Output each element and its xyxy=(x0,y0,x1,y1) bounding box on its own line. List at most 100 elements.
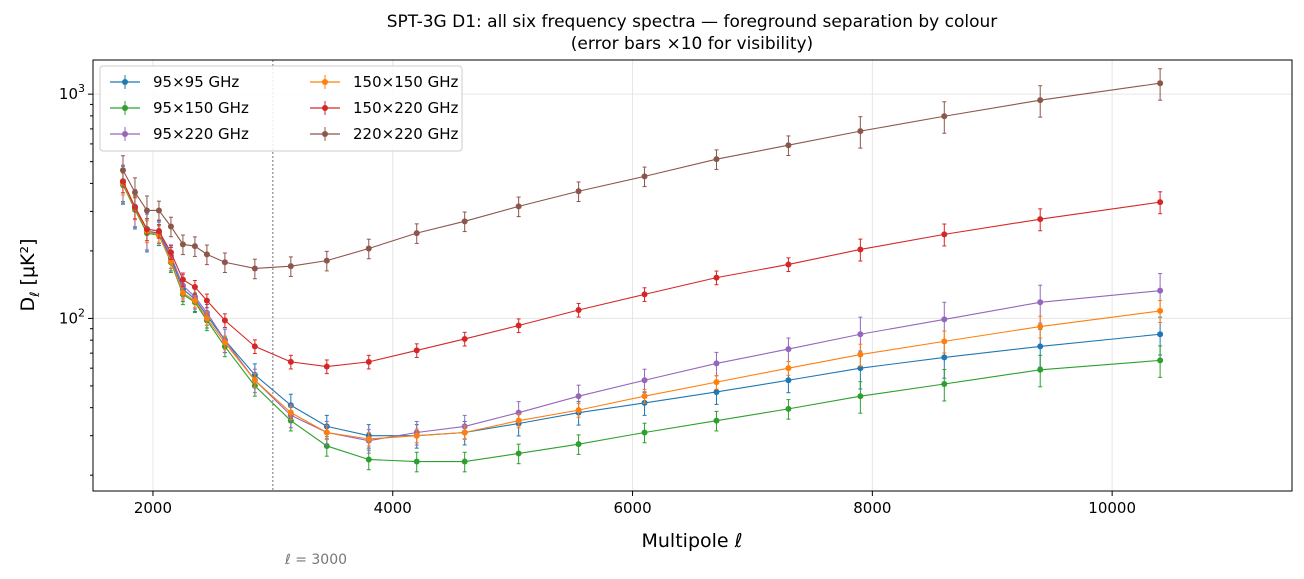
data-point xyxy=(941,113,948,120)
legend-label: 95×150 GHz xyxy=(153,99,249,117)
data-point xyxy=(365,358,372,365)
data-point xyxy=(857,331,864,338)
series-line xyxy=(122,183,1161,440)
data-point xyxy=(1037,343,1044,350)
data-point xyxy=(857,128,864,135)
data-point xyxy=(155,228,162,235)
data-point xyxy=(785,365,792,372)
data-point xyxy=(575,441,582,448)
data-point xyxy=(857,393,864,400)
legend-label: 150×220 GHz xyxy=(353,99,459,117)
data-point xyxy=(641,393,648,400)
data-point xyxy=(515,417,522,424)
data-point xyxy=(323,429,330,436)
data-point xyxy=(251,265,258,272)
data-point xyxy=(575,307,582,314)
data-point xyxy=(191,297,198,304)
series-line xyxy=(122,184,1161,463)
chart-subtitle: (error bars ×10 for visibility) xyxy=(571,34,813,54)
series-150-150-GHz xyxy=(119,172,1164,447)
data-point xyxy=(191,284,198,291)
y-tick-label: 103 xyxy=(59,82,85,103)
data-point xyxy=(143,207,150,214)
series-line xyxy=(122,183,1161,437)
data-point xyxy=(1157,331,1164,338)
data-point xyxy=(785,377,792,384)
data-point xyxy=(179,276,186,283)
series-group xyxy=(119,68,1164,473)
data-point xyxy=(1157,80,1164,87)
data-point xyxy=(287,263,294,270)
data-point xyxy=(1157,307,1164,314)
data-point xyxy=(167,223,174,230)
data-point xyxy=(515,322,522,329)
data-point xyxy=(1037,97,1044,104)
data-point xyxy=(365,456,372,463)
legend-label: 220×220 GHz xyxy=(353,125,459,143)
data-point xyxy=(287,358,294,365)
data-point xyxy=(713,274,720,281)
series-line xyxy=(122,82,1161,270)
data-point xyxy=(785,405,792,412)
data-point xyxy=(413,458,420,465)
data-point xyxy=(413,347,420,354)
data-point xyxy=(221,259,228,266)
data-point xyxy=(857,365,864,372)
data-point xyxy=(119,167,126,174)
legend-label: 95×95 GHz xyxy=(153,73,239,91)
data-point xyxy=(461,335,468,342)
data-point xyxy=(365,435,372,442)
data-point xyxy=(713,156,720,163)
annotation-label: ℓ = 3000 xyxy=(284,552,347,568)
data-point xyxy=(461,429,468,436)
y-tick-label: 102 xyxy=(59,306,85,327)
data-point xyxy=(515,203,522,210)
data-point xyxy=(413,432,420,439)
data-point xyxy=(287,409,294,416)
data-point xyxy=(1037,299,1044,306)
x-tick-label: 6000 xyxy=(613,499,651,517)
chart-title: SPT-3G D1: all six frequency spectra — f… xyxy=(387,12,998,32)
data-point xyxy=(515,450,522,457)
data-point xyxy=(857,351,864,358)
data-point xyxy=(167,249,174,256)
series-220-220-GHz xyxy=(119,68,1164,280)
data-point xyxy=(1037,216,1044,223)
x-tick-label: 10000 xyxy=(1088,499,1136,517)
data-point xyxy=(155,207,162,214)
data-point xyxy=(713,388,720,395)
legend-box xyxy=(99,65,463,152)
data-point xyxy=(203,315,210,322)
data-point xyxy=(131,189,138,196)
data-point xyxy=(179,289,186,296)
series-95-220-GHz xyxy=(119,164,1164,454)
data-point xyxy=(941,231,948,238)
data-point xyxy=(941,354,948,361)
data-point xyxy=(1157,199,1164,206)
data-point xyxy=(575,407,582,414)
data-point xyxy=(191,243,198,250)
data-point xyxy=(575,393,582,400)
data-point xyxy=(461,218,468,225)
x-axis-label: Multipole ℓ xyxy=(642,530,743,552)
data-point xyxy=(203,251,210,258)
series-line xyxy=(122,180,1161,368)
data-point xyxy=(713,417,720,424)
data-point xyxy=(1037,366,1044,373)
data-point xyxy=(641,291,648,298)
data-point xyxy=(323,363,330,370)
data-point xyxy=(941,338,948,345)
legend: 95×95 GHz 95×150 GHz 95×220 GHz 150×150 GHz… xyxy=(99,65,463,152)
data-point xyxy=(365,245,372,252)
data-point xyxy=(251,377,258,384)
data-point xyxy=(785,261,792,268)
data-point xyxy=(713,360,720,367)
data-point xyxy=(1157,287,1164,294)
data-point xyxy=(221,317,228,324)
data-point xyxy=(1037,323,1044,330)
legend-label: 150×150 GHz xyxy=(353,73,459,91)
y-axis-label: Dℓ [μK²] xyxy=(17,238,43,311)
data-point xyxy=(203,297,210,304)
data-point xyxy=(641,377,648,384)
